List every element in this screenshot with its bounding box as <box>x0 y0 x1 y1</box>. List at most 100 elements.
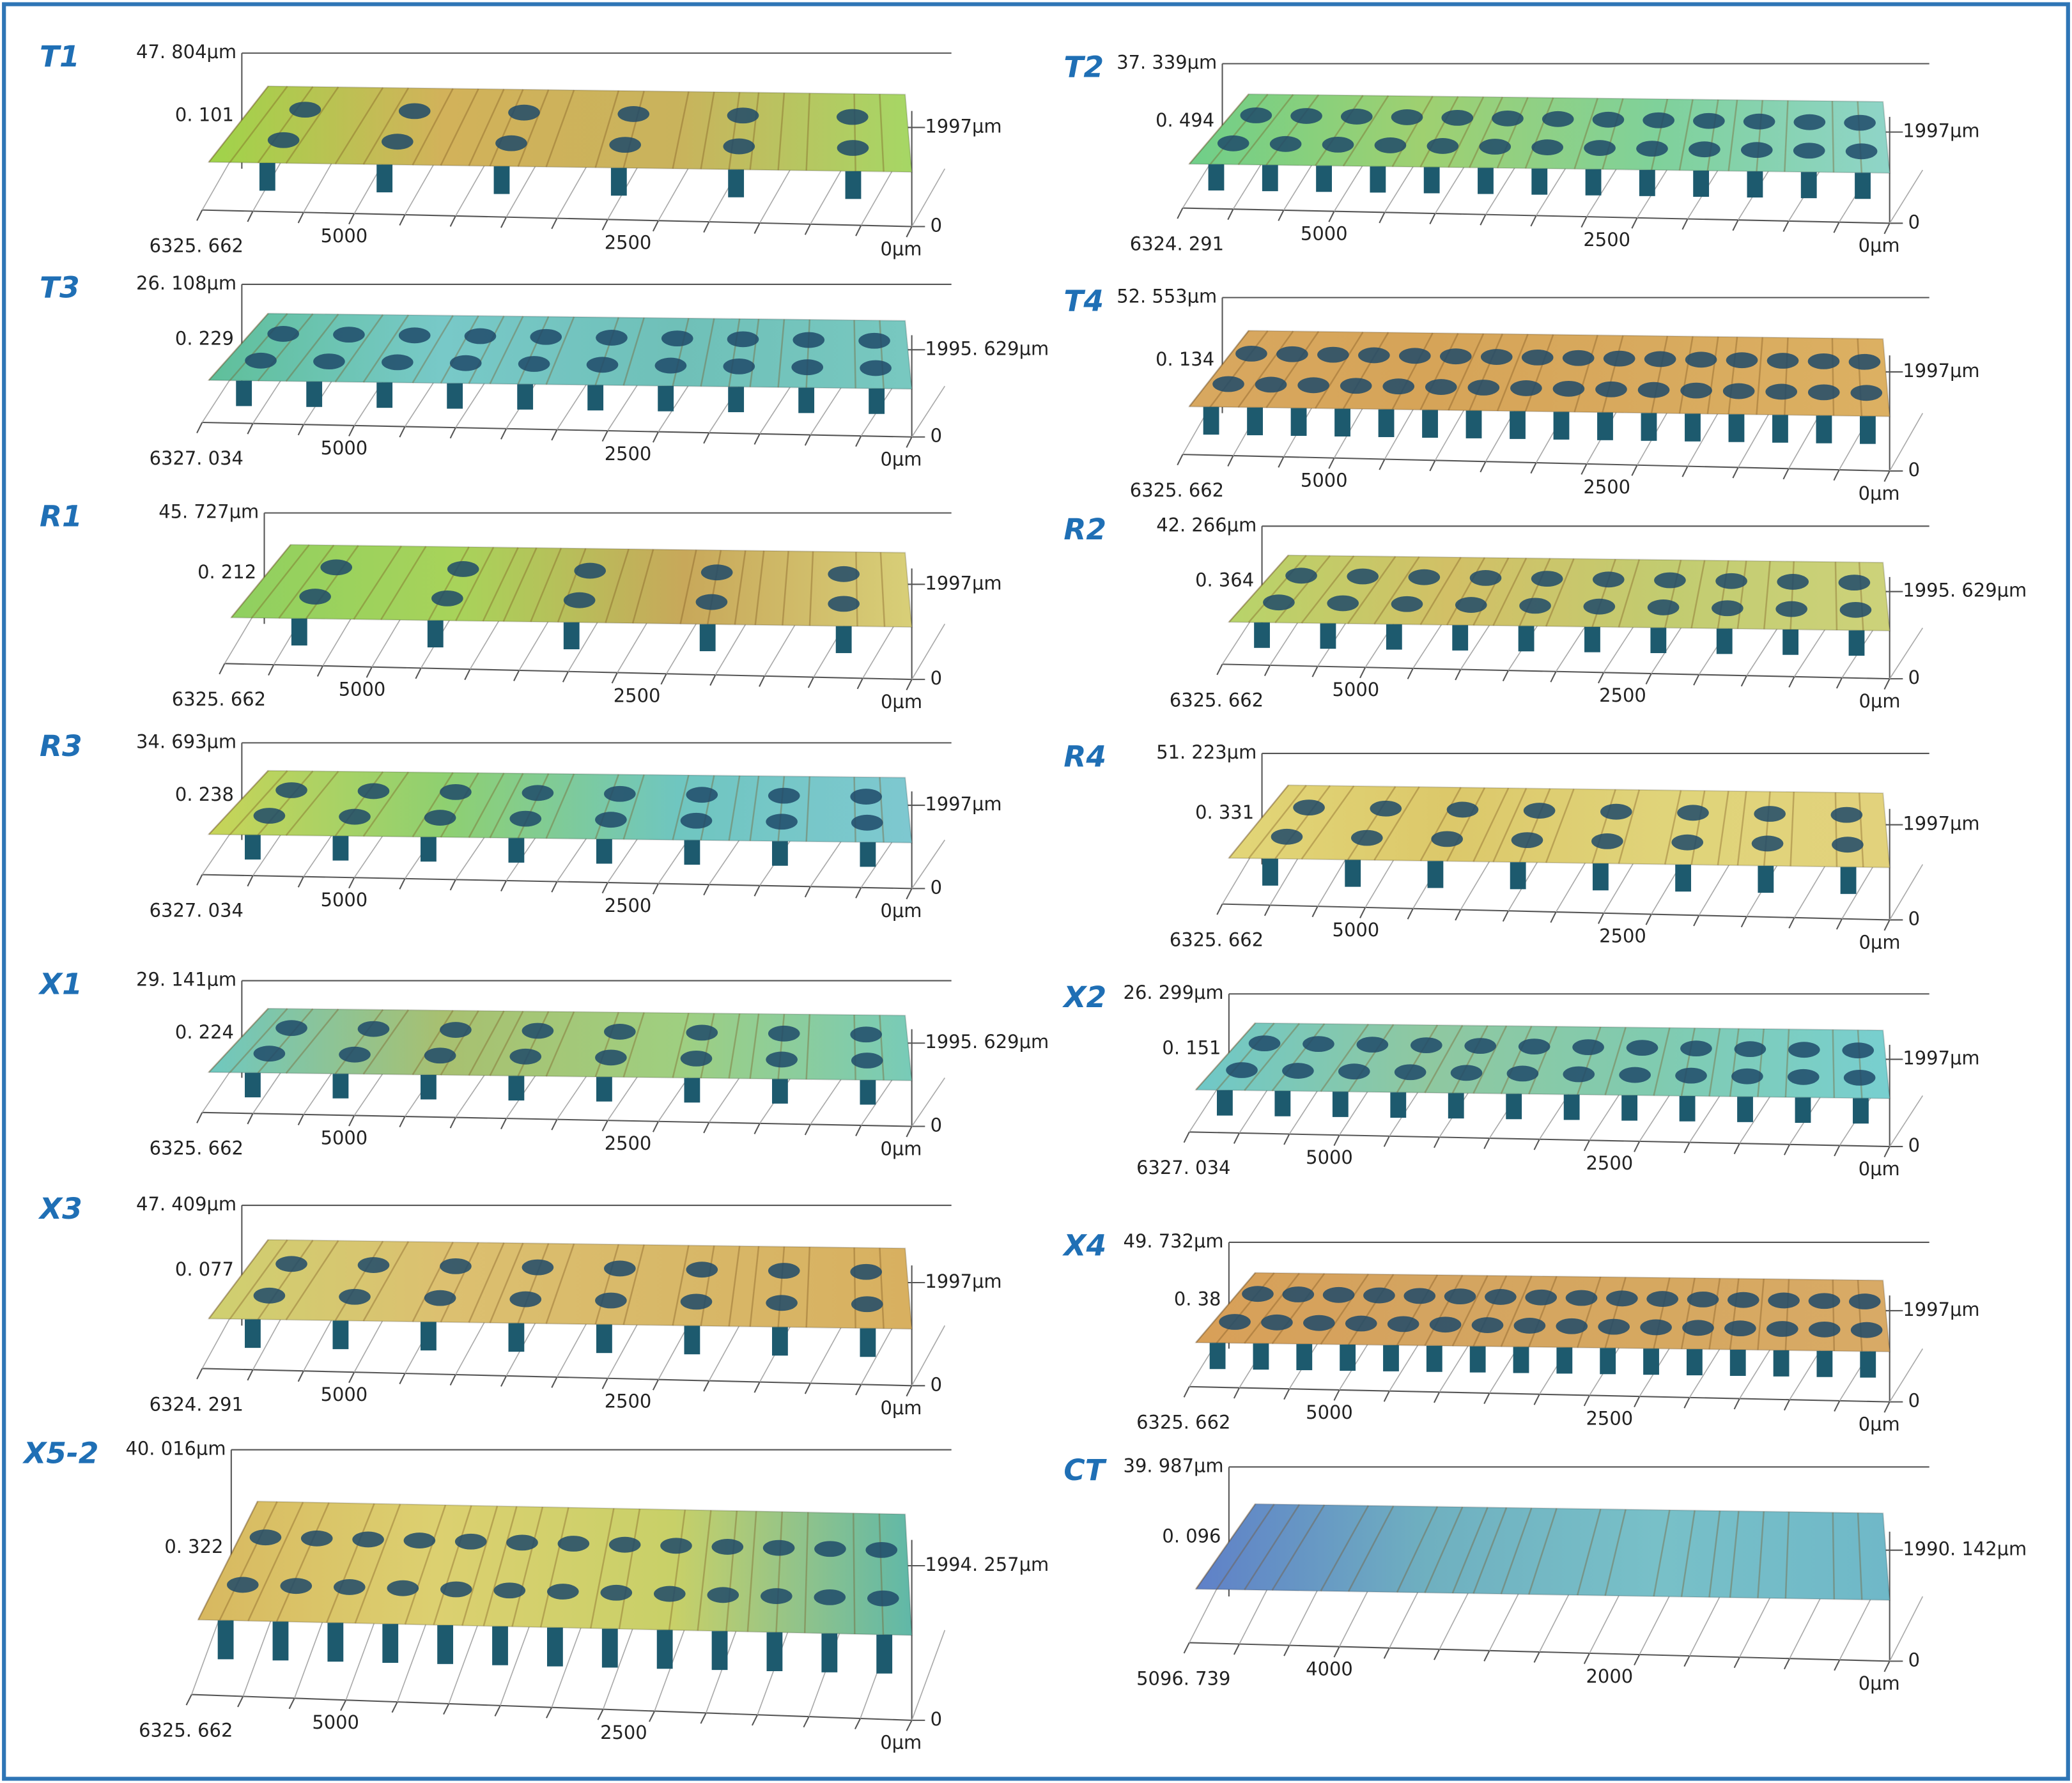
hole <box>454 1533 487 1550</box>
tick-mark <box>1278 456 1285 468</box>
hole-pillar <box>1737 1097 1753 1122</box>
z-max-label: 45. 727μm <box>158 501 259 523</box>
tick-mark <box>196 210 203 221</box>
texture-stripe <box>1195 1272 1256 1343</box>
hole <box>1285 567 1317 584</box>
grid-line <box>1488 1586 1523 1651</box>
x-tick-label: 2500 <box>614 684 661 706</box>
texture-stripe <box>1690 791 1706 865</box>
texture-stripe <box>728 92 741 170</box>
texture-stripe <box>1209 93 1269 165</box>
y-min-label: 0 <box>1908 459 1920 481</box>
texture-stripe <box>1678 99 1694 171</box>
grid-line <box>1698 860 1733 916</box>
tick-mark <box>340 1699 347 1711</box>
texture-stripe <box>412 1242 454 1322</box>
tick-mark <box>196 422 203 434</box>
grid-line <box>1460 618 1494 670</box>
hole <box>1403 1288 1436 1304</box>
z-min-label: 0. 322 <box>164 1536 223 1557</box>
hole <box>595 812 627 828</box>
tick-mark <box>1645 673 1652 684</box>
texture-stripe <box>1573 98 1598 169</box>
texture-stripe <box>257 770 314 836</box>
tick-mark <box>804 224 811 235</box>
hole <box>1843 1069 1876 1086</box>
grid-line <box>556 1070 591 1120</box>
hole-pillar <box>1556 1347 1573 1374</box>
x-tick-label: 5000 <box>312 1711 359 1733</box>
tick-mark <box>1283 1388 1290 1400</box>
hole-pillar <box>217 1620 234 1660</box>
tick-mark <box>1177 208 1184 219</box>
hole <box>1600 803 1632 820</box>
grid-line <box>708 1320 743 1382</box>
grid-line <box>353 1311 388 1373</box>
hole-pillar <box>508 1323 525 1352</box>
hole-pillar <box>517 384 534 410</box>
grid-line <box>1333 399 1368 459</box>
z-min-label: 0. 224 <box>175 1021 234 1043</box>
hole <box>1519 598 1551 614</box>
hole <box>1261 1314 1293 1331</box>
texture-stripe <box>1446 787 1486 862</box>
hole <box>1322 1286 1355 1303</box>
tick-mark <box>1883 919 1890 931</box>
texture-stripe <box>734 550 746 625</box>
texture-stripe <box>754 550 765 625</box>
y-min-label: 0 <box>1908 1134 1920 1156</box>
texture-stripe <box>1653 1277 1671 1349</box>
grid-line <box>1555 856 1590 913</box>
texture-stripe <box>1577 1508 1602 1596</box>
hole <box>1767 353 1799 369</box>
hole-pillar <box>728 169 745 197</box>
tick-mark <box>1597 913 1605 924</box>
panel-label: R2 <box>1063 513 1106 546</box>
hole-pillar <box>684 1325 700 1355</box>
tick-mark <box>546 1707 553 1718</box>
x-tick-label: 5000 <box>1301 470 1348 491</box>
tick-mark <box>855 887 862 899</box>
tick-mark <box>500 1118 507 1130</box>
z-min-label: 0. 364 <box>1195 569 1254 591</box>
y-max-label: 1997μm <box>925 1270 1001 1292</box>
tick-mark <box>1311 666 1318 677</box>
texture-stripe <box>1708 1028 1721 1097</box>
hole-pillar <box>601 1628 618 1668</box>
texture-stripe <box>1244 1023 1300 1092</box>
texture-stripe <box>1729 1511 1740 1598</box>
hole <box>1793 143 1825 159</box>
hole-pillar <box>1513 1347 1529 1373</box>
hole <box>1467 380 1500 396</box>
tick-mark <box>906 679 913 691</box>
tick-mark <box>268 664 275 676</box>
hole <box>1297 377 1329 394</box>
tick-mark <box>1550 911 1557 923</box>
tick-mark <box>1583 1139 1590 1152</box>
grid-line <box>911 1077 946 1127</box>
hole <box>1219 1314 1251 1330</box>
hole <box>424 1290 456 1306</box>
texture-stripe <box>879 1247 885 1329</box>
grid-line <box>1365 851 1399 908</box>
hole <box>1446 801 1479 818</box>
hole-pillar <box>610 167 627 196</box>
hole <box>1832 837 1864 853</box>
hole <box>1226 1062 1258 1078</box>
x-max-label: 5096. 739 <box>1136 1667 1230 1689</box>
panel-label: T3 <box>40 271 80 305</box>
texture-stripe <box>1756 100 1764 172</box>
texture-stripe <box>517 89 550 167</box>
texture-stripe <box>1680 1028 1696 1097</box>
texture-stripe <box>1396 1274 1439 1346</box>
hole-pillar <box>1383 1345 1399 1371</box>
x-max-label: 6325. 662 <box>1130 479 1224 501</box>
grid-line <box>1689 1091 1723 1143</box>
hole-pillar <box>259 162 275 191</box>
hole-pillar <box>658 385 674 412</box>
texture-stripe <box>1373 786 1420 861</box>
tick-mark <box>1483 1393 1490 1405</box>
texture-stripe <box>1419 333 1459 410</box>
texture-stripe <box>545 773 575 839</box>
x-max-label: 6325. 662 <box>1170 929 1264 951</box>
